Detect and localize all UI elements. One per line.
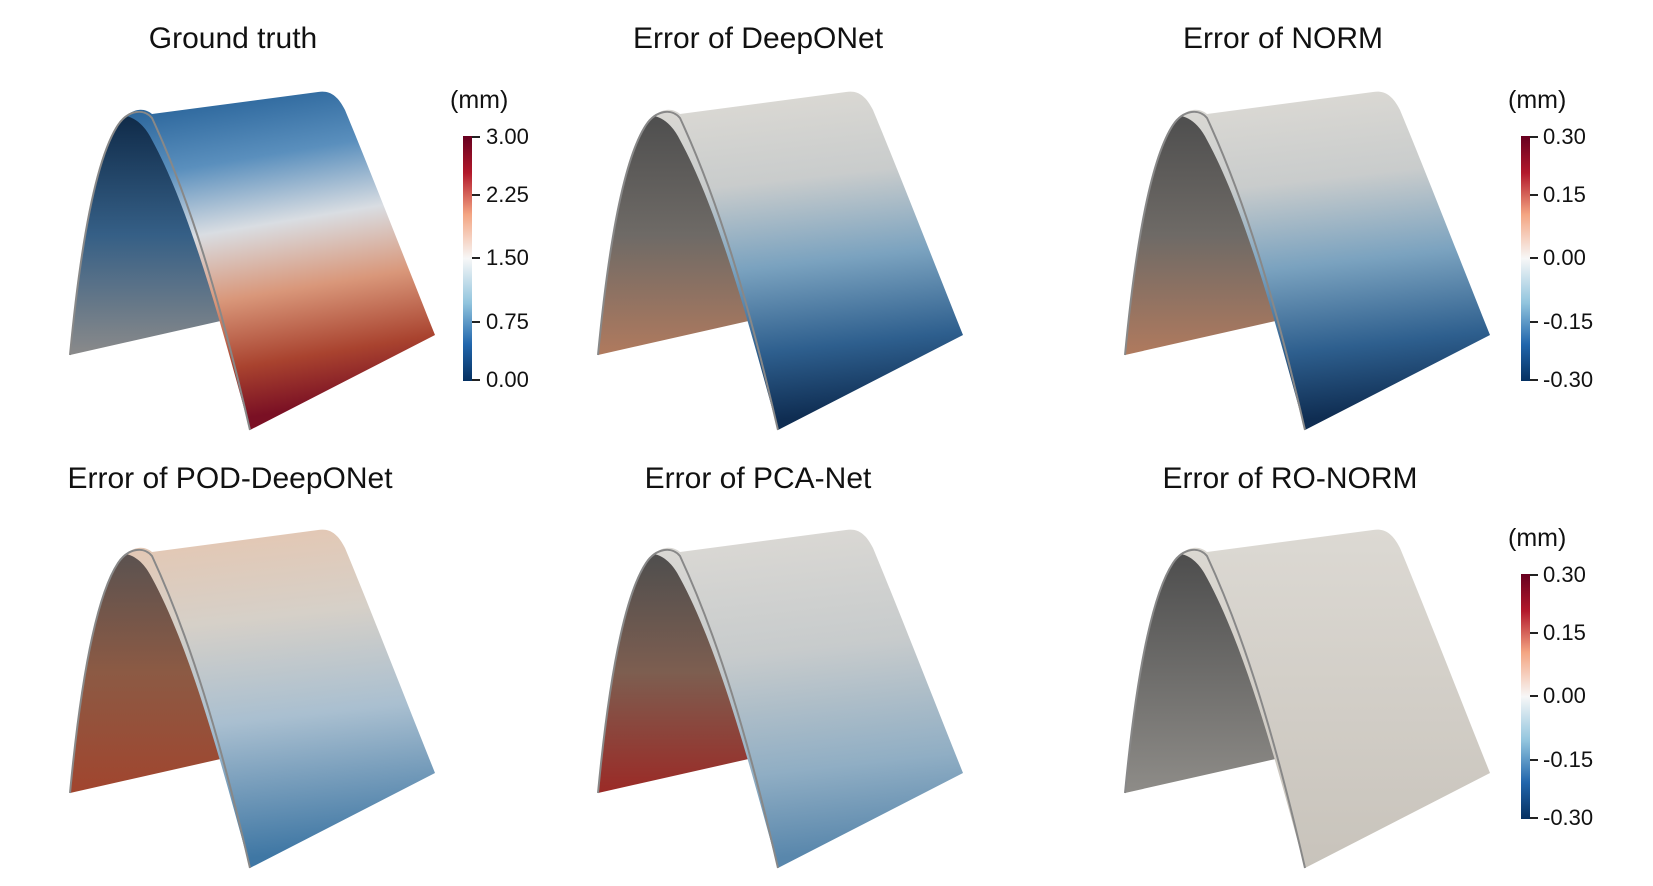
shell-inner-face xyxy=(1125,552,1280,793)
colorbar-unit-norm: (mm) xyxy=(1508,86,1567,114)
shell-inner-face xyxy=(598,552,753,793)
panel-title-ground-truth: Ground truth xyxy=(148,22,318,55)
colorbar-tick: 2.25 xyxy=(486,182,529,207)
colorbar-tick: 0.00 xyxy=(1543,683,1586,708)
shell-rim xyxy=(597,548,779,869)
shell-norm xyxy=(1124,91,1490,431)
colorbar-gradient xyxy=(1521,574,1530,819)
colorbar-tick: 0.75 xyxy=(486,309,529,334)
colorbar-norm xyxy=(1521,136,1538,381)
shell-pod-deeponet xyxy=(69,529,435,869)
shell-deeponet xyxy=(597,91,963,431)
shell-ground-truth xyxy=(69,91,435,431)
panel-title-ro-norm: Error of RO-NORM xyxy=(1162,462,1418,495)
shell-outer-face xyxy=(1181,91,1490,430)
colorbar-tick: 0.00 xyxy=(486,367,529,392)
panel-title-pca-net: Error of PCA-Net xyxy=(644,462,872,495)
shell-inner-face xyxy=(70,552,225,793)
colorbar-tick: 0.15 xyxy=(1543,620,1586,645)
shell-rim xyxy=(1124,548,1306,869)
shell-inner-face xyxy=(1125,114,1280,355)
colorbar-tick: 0.00 xyxy=(1543,245,1586,270)
colorbar-tick: 0.15 xyxy=(1543,182,1586,207)
colorbar-ground-truth xyxy=(463,136,480,381)
shell-rim xyxy=(1124,110,1306,431)
colorbar-gradient xyxy=(1521,136,1530,381)
shell-outer-face xyxy=(126,529,435,868)
shell-ro-norm xyxy=(1124,529,1490,869)
colorbar-tick: 3.00 xyxy=(486,124,529,149)
shell-outer-face xyxy=(1181,529,1490,868)
colorbar-tick: 0.30 xyxy=(1543,124,1586,149)
colorbar-tick: -0.15 xyxy=(1543,309,1594,334)
shell-inner-face xyxy=(598,114,753,355)
colorbar-ro-norm xyxy=(1521,574,1538,819)
panel-title-norm: Error of NORM xyxy=(1182,22,1383,55)
colorbar-tick: -0.30 xyxy=(1543,367,1594,392)
shell-pca-net xyxy=(597,529,963,869)
panel-title-deeponet: Error of DeepONet xyxy=(632,22,884,55)
colorbar-gradient xyxy=(463,136,472,381)
colorbar-tick: -0.15 xyxy=(1543,747,1594,772)
shell-outer-face xyxy=(654,529,963,868)
colorbar-unit-ro-norm: (mm) xyxy=(1508,524,1567,552)
shell-rim xyxy=(69,110,251,431)
panel-title-pod-deeponet: Error of POD-DeepONet xyxy=(67,462,393,495)
shell-inner-face xyxy=(70,114,225,355)
shell-rim xyxy=(597,110,779,431)
shell-outer-face xyxy=(654,91,963,430)
colorbar-tick: 1.50 xyxy=(486,245,529,270)
colorbar-tick: 0.30 xyxy=(1543,562,1586,587)
shell-rim xyxy=(69,548,251,869)
shell-outer-face xyxy=(126,91,435,430)
colorbar-unit-ground-truth: (mm) xyxy=(450,86,509,114)
colorbar-tick: -0.30 xyxy=(1543,805,1594,830)
